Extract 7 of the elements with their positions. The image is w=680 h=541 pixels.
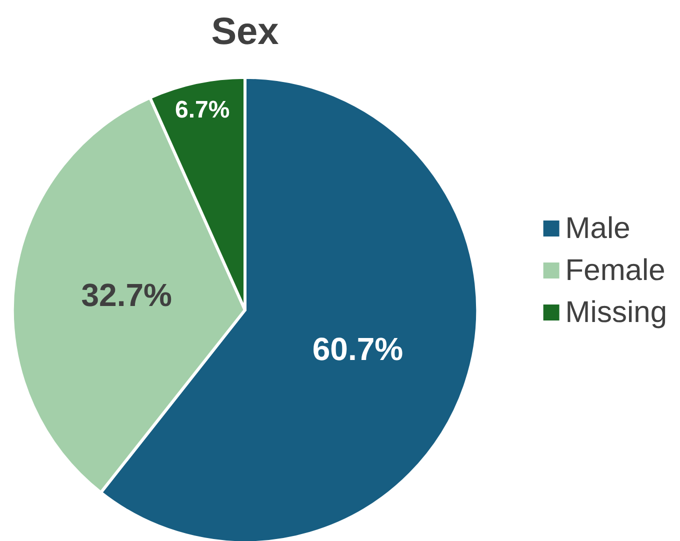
legend-label: Female: [565, 254, 666, 287]
data-label: 32.7%: [81, 277, 172, 314]
data-label: 6.7%: [175, 96, 230, 124]
legend-label: Missing: [565, 296, 668, 329]
chart-title: Sex: [211, 11, 279, 53]
legend-label: Male: [565, 212, 630, 245]
data-label: 60.7%: [312, 331, 404, 368]
